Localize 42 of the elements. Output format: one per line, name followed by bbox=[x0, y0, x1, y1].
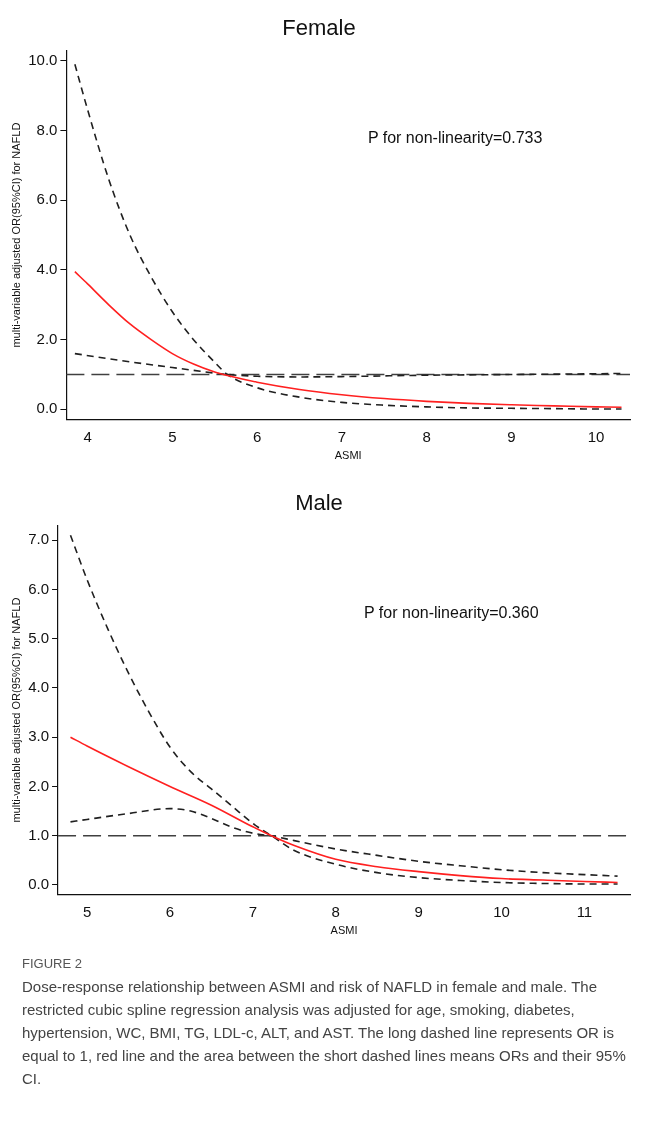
x-tick-label: 10 bbox=[587, 427, 605, 445]
x-tick-label: 9 bbox=[507, 427, 516, 445]
y-axis-title: multi-variable adjusted OR(95%CI) for NAFLD bbox=[9, 122, 22, 348]
x-tick-label: 8 bbox=[422, 427, 431, 445]
annotation: P for non-linearity=0.733 bbox=[367, 128, 543, 146]
x-tick-label: 5 bbox=[82, 902, 92, 920]
y-tick-label: 5.0 bbox=[28, 628, 50, 646]
line-series bbox=[74, 270, 623, 409]
x-tick-label: 10 bbox=[493, 902, 510, 920]
y-tick-label: 4.0 bbox=[36, 260, 58, 278]
chart-title: Female bbox=[282, 15, 356, 41]
y-tick-label: 6.0 bbox=[36, 190, 58, 208]
y-tick-label: 8.0 bbox=[36, 120, 58, 138]
y-axis-title: multi-variable adjusted OR(95%CI) for NAFLD bbox=[9, 597, 22, 823]
line-series bbox=[74, 63, 623, 410]
x-tick-label: 6 bbox=[165, 902, 175, 920]
y-tick-label: 6.0 bbox=[28, 579, 50, 597]
caption: FIGURE 2 bbox=[22, 956, 83, 971]
y-tick-label: 2.0 bbox=[28, 776, 50, 794]
x-tick-label: 6 bbox=[252, 427, 262, 445]
x-tick-label: 9 bbox=[414, 902, 423, 920]
y-tick-label: 10.0 bbox=[28, 51, 58, 68]
line-series bbox=[69, 534, 619, 885]
y-tick-label: 0.0 bbox=[36, 399, 58, 417]
y-tick-label: 7.0 bbox=[28, 530, 50, 548]
y-tick-label: 2.0 bbox=[36, 329, 58, 347]
x-axis-title: ASMI bbox=[334, 449, 362, 462]
y-tick-label: 3.0 bbox=[28, 727, 50, 745]
y-tick-label: 0.0 bbox=[28, 875, 50, 893]
y-tick-label: 1.0 bbox=[28, 825, 50, 843]
chart-title: Male bbox=[295, 490, 343, 516]
x-tick-label: 8 bbox=[331, 902, 340, 920]
text: Dose-response relationship between ASMI and risk of NAFLD in female and male. The restricted cubic spline regression analysis was adjusted for age, smoking, diabetes, hypertension, WC, BMI, TG, LDL-c, ALT, and AST. The long dashed line represents OR is equal to 1, red line and the area between the short dashed lines means ORs and their 95% CI. bbox=[22, 977, 627, 1089]
line-series bbox=[69, 736, 619, 884]
x-tick-label: 4 bbox=[83, 427, 92, 445]
x-axis-title: ASMI bbox=[330, 924, 358, 937]
y-tick-label: 4.0 bbox=[28, 678, 50, 696]
x-tick-label: 7 bbox=[337, 427, 347, 445]
x-tick-label: 11 bbox=[576, 902, 593, 920]
x-tick-label: 5 bbox=[168, 427, 177, 445]
x-tick-label: 7 bbox=[248, 902, 258, 920]
annotation: P for non-linearity=0.360 bbox=[364, 603, 539, 621]
